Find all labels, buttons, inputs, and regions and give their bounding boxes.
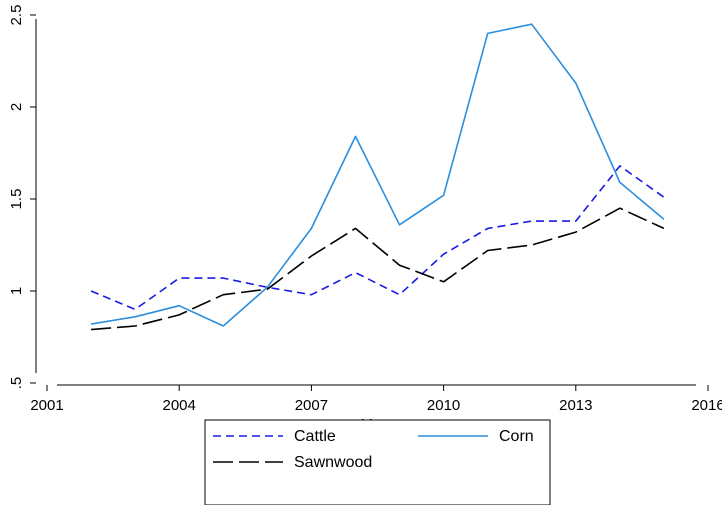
series-layer <box>90 23 665 331</box>
x-tick-label: 2016 <box>691 397 722 414</box>
y-tick-label: 1.5 <box>8 189 25 210</box>
legend-label-sawnwood: Sawnwood <box>294 454 372 471</box>
x-tick-label: 2004 <box>163 397 196 414</box>
legend-box <box>204 419 551 505</box>
x-tick-label: 2007 <box>295 397 328 414</box>
legend-label-corn: Corn <box>499 428 534 445</box>
legend: Cattle Corn Sawnwood <box>204 419 551 505</box>
y-tick-label: 1 <box>8 287 25 295</box>
x-tick-label: 2013 <box>559 397 592 414</box>
series-line-cattle <box>90 165 665 311</box>
x-tick-label: 2010 <box>427 397 460 414</box>
y-tick-label: 2 <box>8 103 25 111</box>
axes-layer: .511.522.5200120042007201020132016Year <box>8 5 722 434</box>
y-tick-label: .5 <box>8 377 25 390</box>
x-tick-label: 2001 <box>30 397 63 414</box>
series-line-corn <box>90 23 665 327</box>
series-line-sawnwood <box>91 207 665 331</box>
legend-label-cattle: Cattle <box>294 428 336 445</box>
y-tick-label: 2.5 <box>8 5 25 26</box>
